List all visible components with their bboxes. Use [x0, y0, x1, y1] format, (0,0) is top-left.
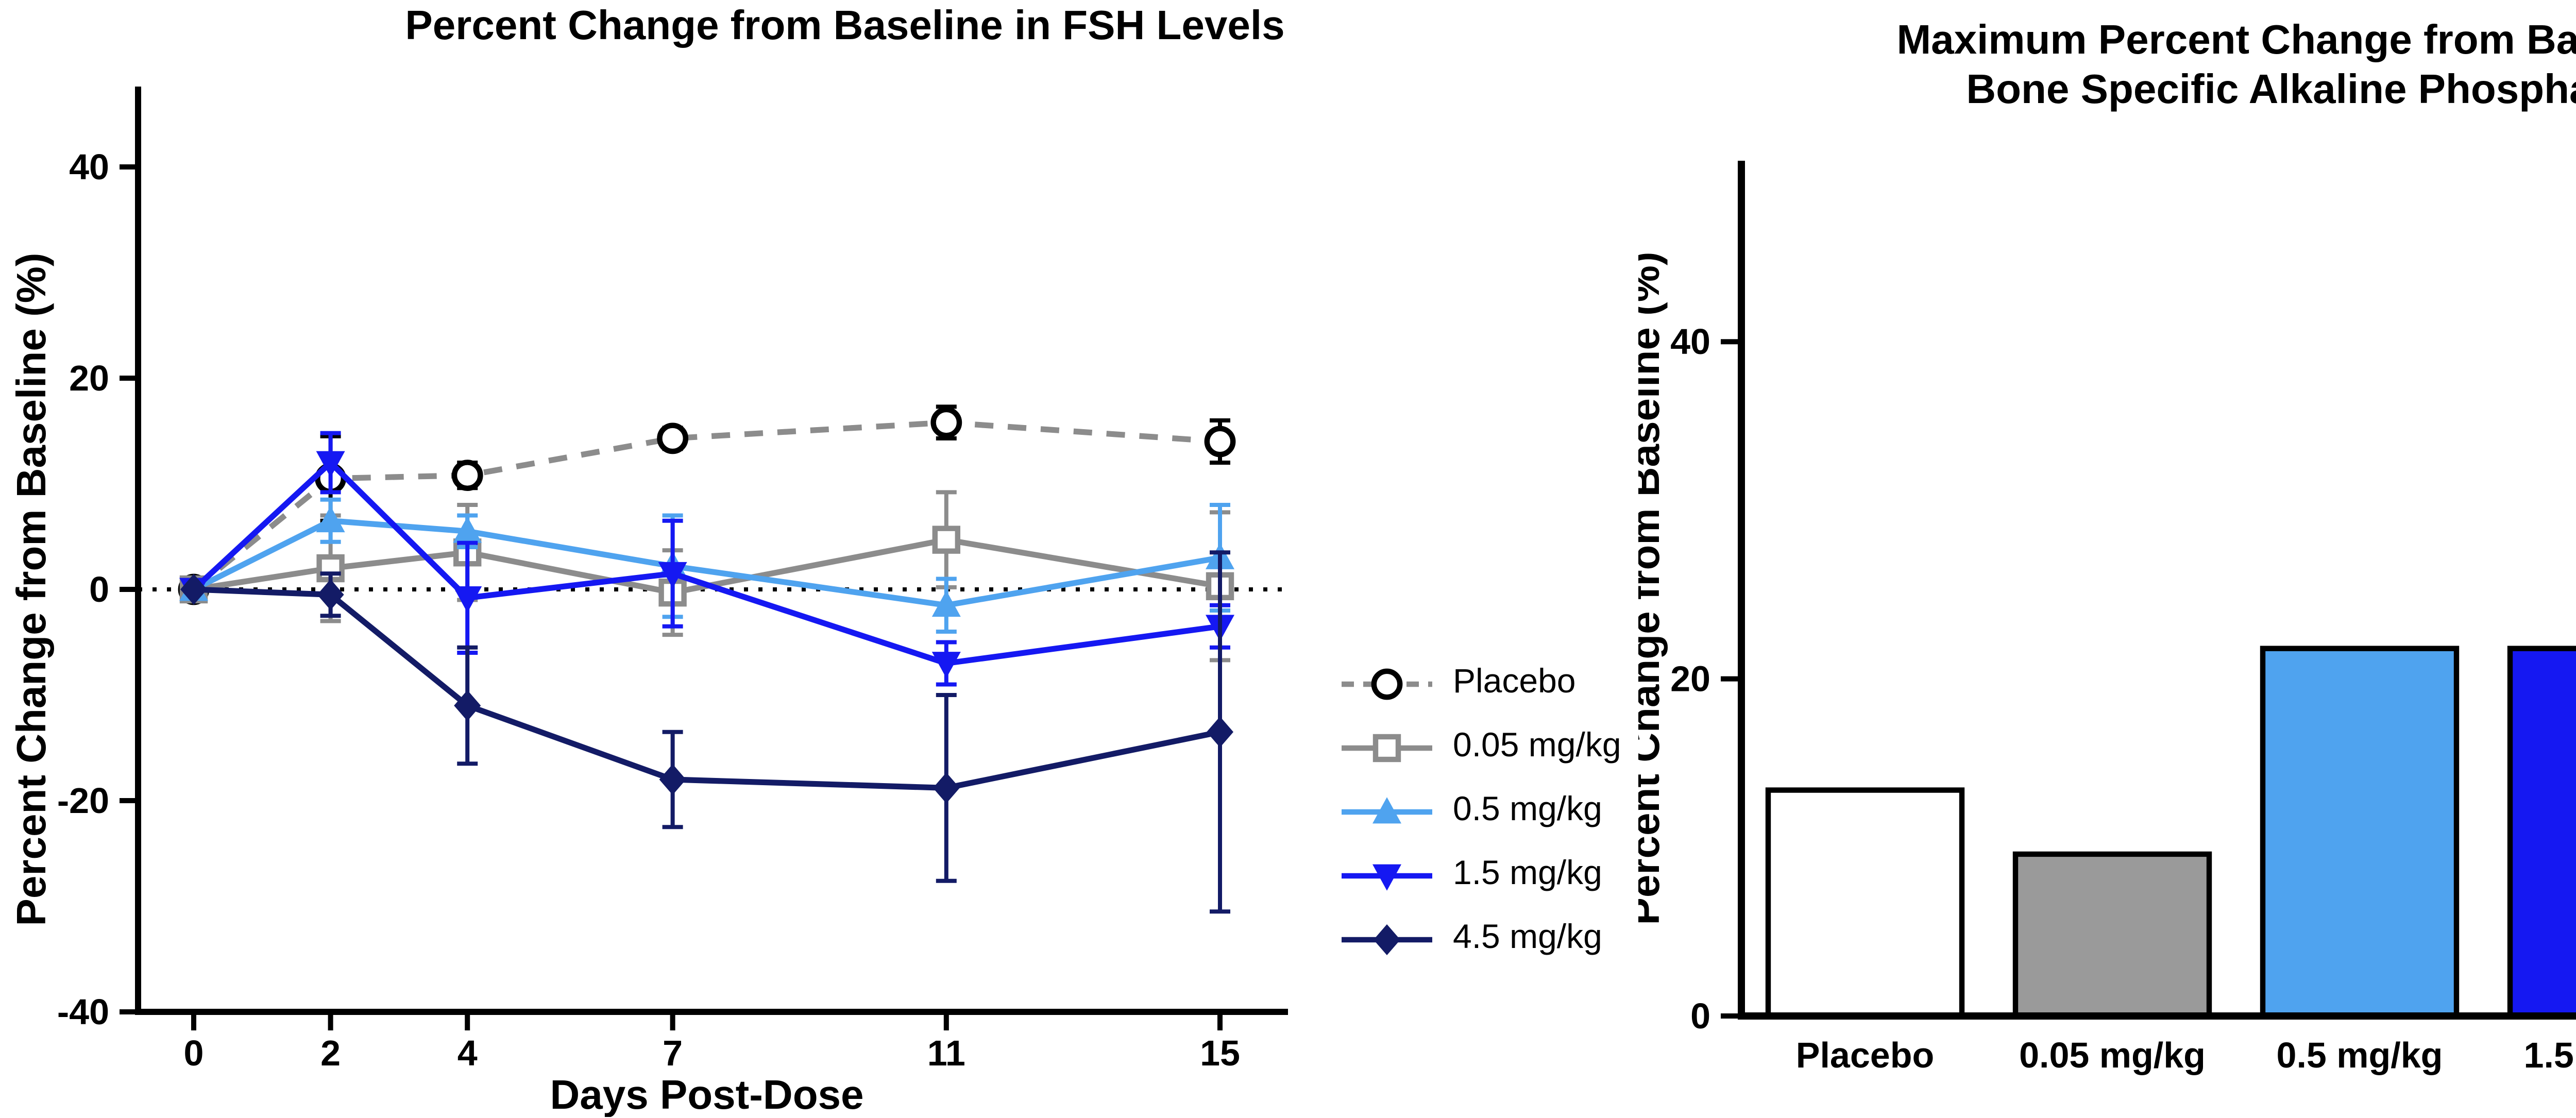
circle-open-marker-icon: [1342, 667, 1432, 699]
triangle-down-marker-icon: [1342, 863, 1432, 890]
fsh-line-chart: Percent Change from Baseline in FSH Leve…: [10, 0, 1680, 1117]
diamond-marker-icon: [1342, 923, 1432, 954]
legend: Placebo 0.05 mg/kg 0.5 mg/kg 1.5 mg/kg 4.5 m…: [1340, 651, 1621, 971]
legend-label: 1.5 mg/kg: [1453, 855, 1602, 892]
legend-item-1-5-mg-kg: 1.5 mg/kg: [1340, 843, 1621, 907]
left-chart-title: Percent Change from Baseline in FSH Leve…: [405, 4, 1285, 49]
legend-item-0-05-mg-kg: 0.05 mg/kg: [1340, 715, 1621, 779]
legend-label: 0.5 mg/kg: [1453, 791, 1602, 828]
series-0-05-mg-kg: [179, 490, 1234, 663]
right-chart-title: Maximum Percent Change from Baseline in …: [1638, 16, 2576, 115]
legend-label: 4.5 mg/kg: [1453, 919, 1602, 956]
category-label: 1.5 mg/kg: [2524, 1035, 2576, 1075]
y-tick-label: 0: [1690, 996, 1710, 1036]
x-tick-label: 11: [927, 1033, 965, 1073]
right-chart-title-line1: Maximum Percent Change from Baseline in: [1896, 19, 2576, 64]
y-tick-label: 40: [1670, 321, 1710, 362]
y-tick-label: -20: [57, 781, 109, 821]
category-label: Placebo: [1796, 1035, 1934, 1075]
triangle-up-marker-icon: [1342, 796, 1432, 823]
legend-item-4-5-mg-kg: 4.5 mg/kg: [1340, 907, 1621, 971]
x-tick-label: 0: [184, 1033, 204, 1073]
x-tick-label: 2: [320, 1033, 341, 1073]
x-tick-label: 7: [663, 1033, 683, 1073]
bar-1-5-mg-kg: [2507, 646, 2576, 1019]
legend-label: Placebo: [1453, 664, 1576, 701]
y-tick-label: 40: [69, 147, 109, 187]
x-axis-title: Days Post-Dose: [550, 1072, 863, 1117]
x-tick-label: 15: [1200, 1033, 1240, 1073]
fsh-line-chart-plot: 40 20 0 -20 -40 0 2 4 7 11 15 Days Post-Dose Percent…: [10, 87, 1288, 1117]
right-chart-title-line2: Bone Specific Alkaline Phosphatase: [1966, 68, 2576, 113]
square-open-marker-icon: [1342, 733, 1432, 761]
y-axis-title: Percent Change from Baseline (%): [10, 253, 54, 926]
series-4-5-mg-kg: [180, 550, 1233, 914]
y-tick-label: 20: [69, 358, 109, 398]
y-tick-label: 0: [89, 569, 109, 609]
category-label: 0.5 mg/kg: [2277, 1035, 2443, 1075]
x-tick-label: 4: [457, 1033, 478, 1073]
y-tick-label: 20: [1670, 659, 1710, 699]
bar-0-05-mg-kg: [2012, 851, 2212, 1019]
category-label: 0.05 mg/kg: [2019, 1035, 2206, 1075]
y-axis-title: Percent Change from Baseline (%): [1638, 252, 1668, 925]
bar-placebo: [1765, 787, 1965, 1019]
y-tick-label: -40: [57, 992, 109, 1032]
legend-item-0-5-mg-kg: 0.5 mg/kg: [1340, 779, 1621, 843]
legend-item-placebo: Placebo: [1340, 651, 1621, 715]
bsap-bar-chart: Maximum Percent Change from Baseline in …: [1638, 0, 2576, 1117]
legend-label: 0.05 mg/kg: [1453, 727, 1621, 765]
bar-0-5-mg-kg: [2260, 646, 2460, 1019]
